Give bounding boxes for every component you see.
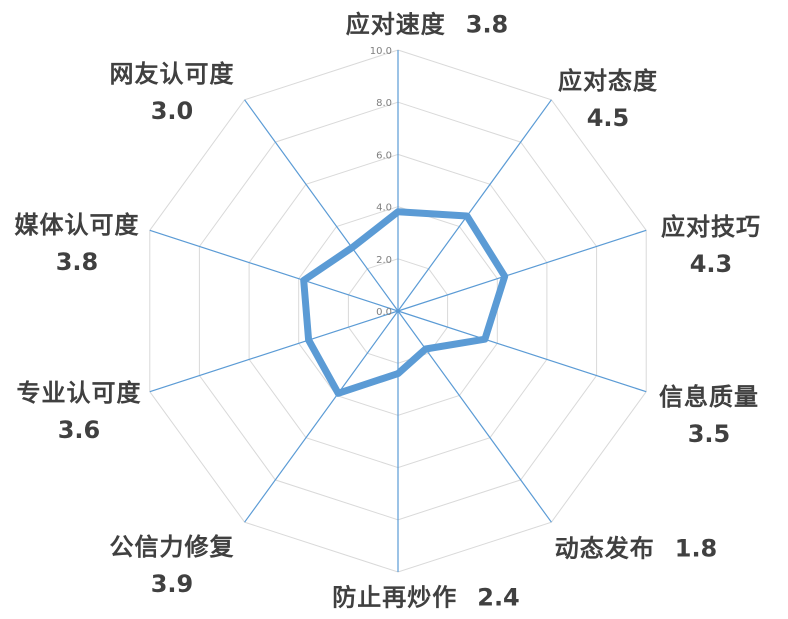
radial-tick-label: 8.0 <box>376 98 392 109</box>
category-value: 4.3 <box>689 250 733 278</box>
category-label: 应对速度 3.8 <box>346 7 509 44</box>
category-value: 3.5 <box>687 420 731 448</box>
axis-spoke <box>244 310 399 523</box>
category-value: 1.8 <box>674 534 718 563</box>
axis-spoke <box>397 229 647 312</box>
category-value: 4.5 <box>586 104 630 132</box>
radial-tick-label: 6.0 <box>376 150 392 161</box>
category-name: 应对技巧 <box>661 213 761 241</box>
category-value: 3.8 <box>55 248 99 276</box>
category-name: 网友认可度 <box>109 60 235 88</box>
category-name: 专业认可度 <box>16 379 142 407</box>
radial-tick-label: 2.0 <box>376 255 392 266</box>
radial-tick-label: 4.0 <box>376 203 392 214</box>
category-label: 媒体认可度 3.8 <box>15 207 140 281</box>
category-name: 防止再炒作 <box>332 583 458 612</box>
axis-spoke <box>149 229 399 312</box>
category-value: 3.6 <box>57 416 101 444</box>
axis-spoke <box>397 99 552 312</box>
category-name: 应对速度 <box>345 10 446 39</box>
category-label: 应对态度 4.5 <box>558 63 658 137</box>
category-name: 应对态度 <box>558 67 658 95</box>
category-value: 3.8 <box>465 10 509 39</box>
axis-spoke <box>244 99 399 312</box>
category-value: 3.9 <box>150 570 194 598</box>
radial-tick-label: 0.0 <box>376 307 392 318</box>
category-name: 信息质量 <box>659 383 759 411</box>
category-label: 防止再炒作 2.4 <box>332 580 520 617</box>
category-name: 媒体认可度 <box>14 211 140 239</box>
category-label: 公信力修复 3.9 <box>110 529 235 603</box>
category-value: 3.0 <box>150 97 194 125</box>
category-label: 动态发布 1.8 <box>555 531 718 568</box>
radial-tick-label: 10.0 <box>370 46 392 57</box>
axis-spoke <box>397 310 647 393</box>
category-name: 公信力修复 <box>109 533 235 561</box>
category-name: 动态发布 <box>554 534 655 563</box>
category-label: 专业认可度 3.6 <box>17 375 142 449</box>
category-label: 应对技巧 4.3 <box>661 209 761 283</box>
axis-spoke <box>149 310 399 393</box>
data-series-polygon <box>300 208 509 397</box>
category-label: 网友认可度 3.0 <box>110 56 235 130</box>
category-label: 信息质量 3.5 <box>659 379 759 453</box>
category-value: 2.4 <box>477 583 520 612</box>
